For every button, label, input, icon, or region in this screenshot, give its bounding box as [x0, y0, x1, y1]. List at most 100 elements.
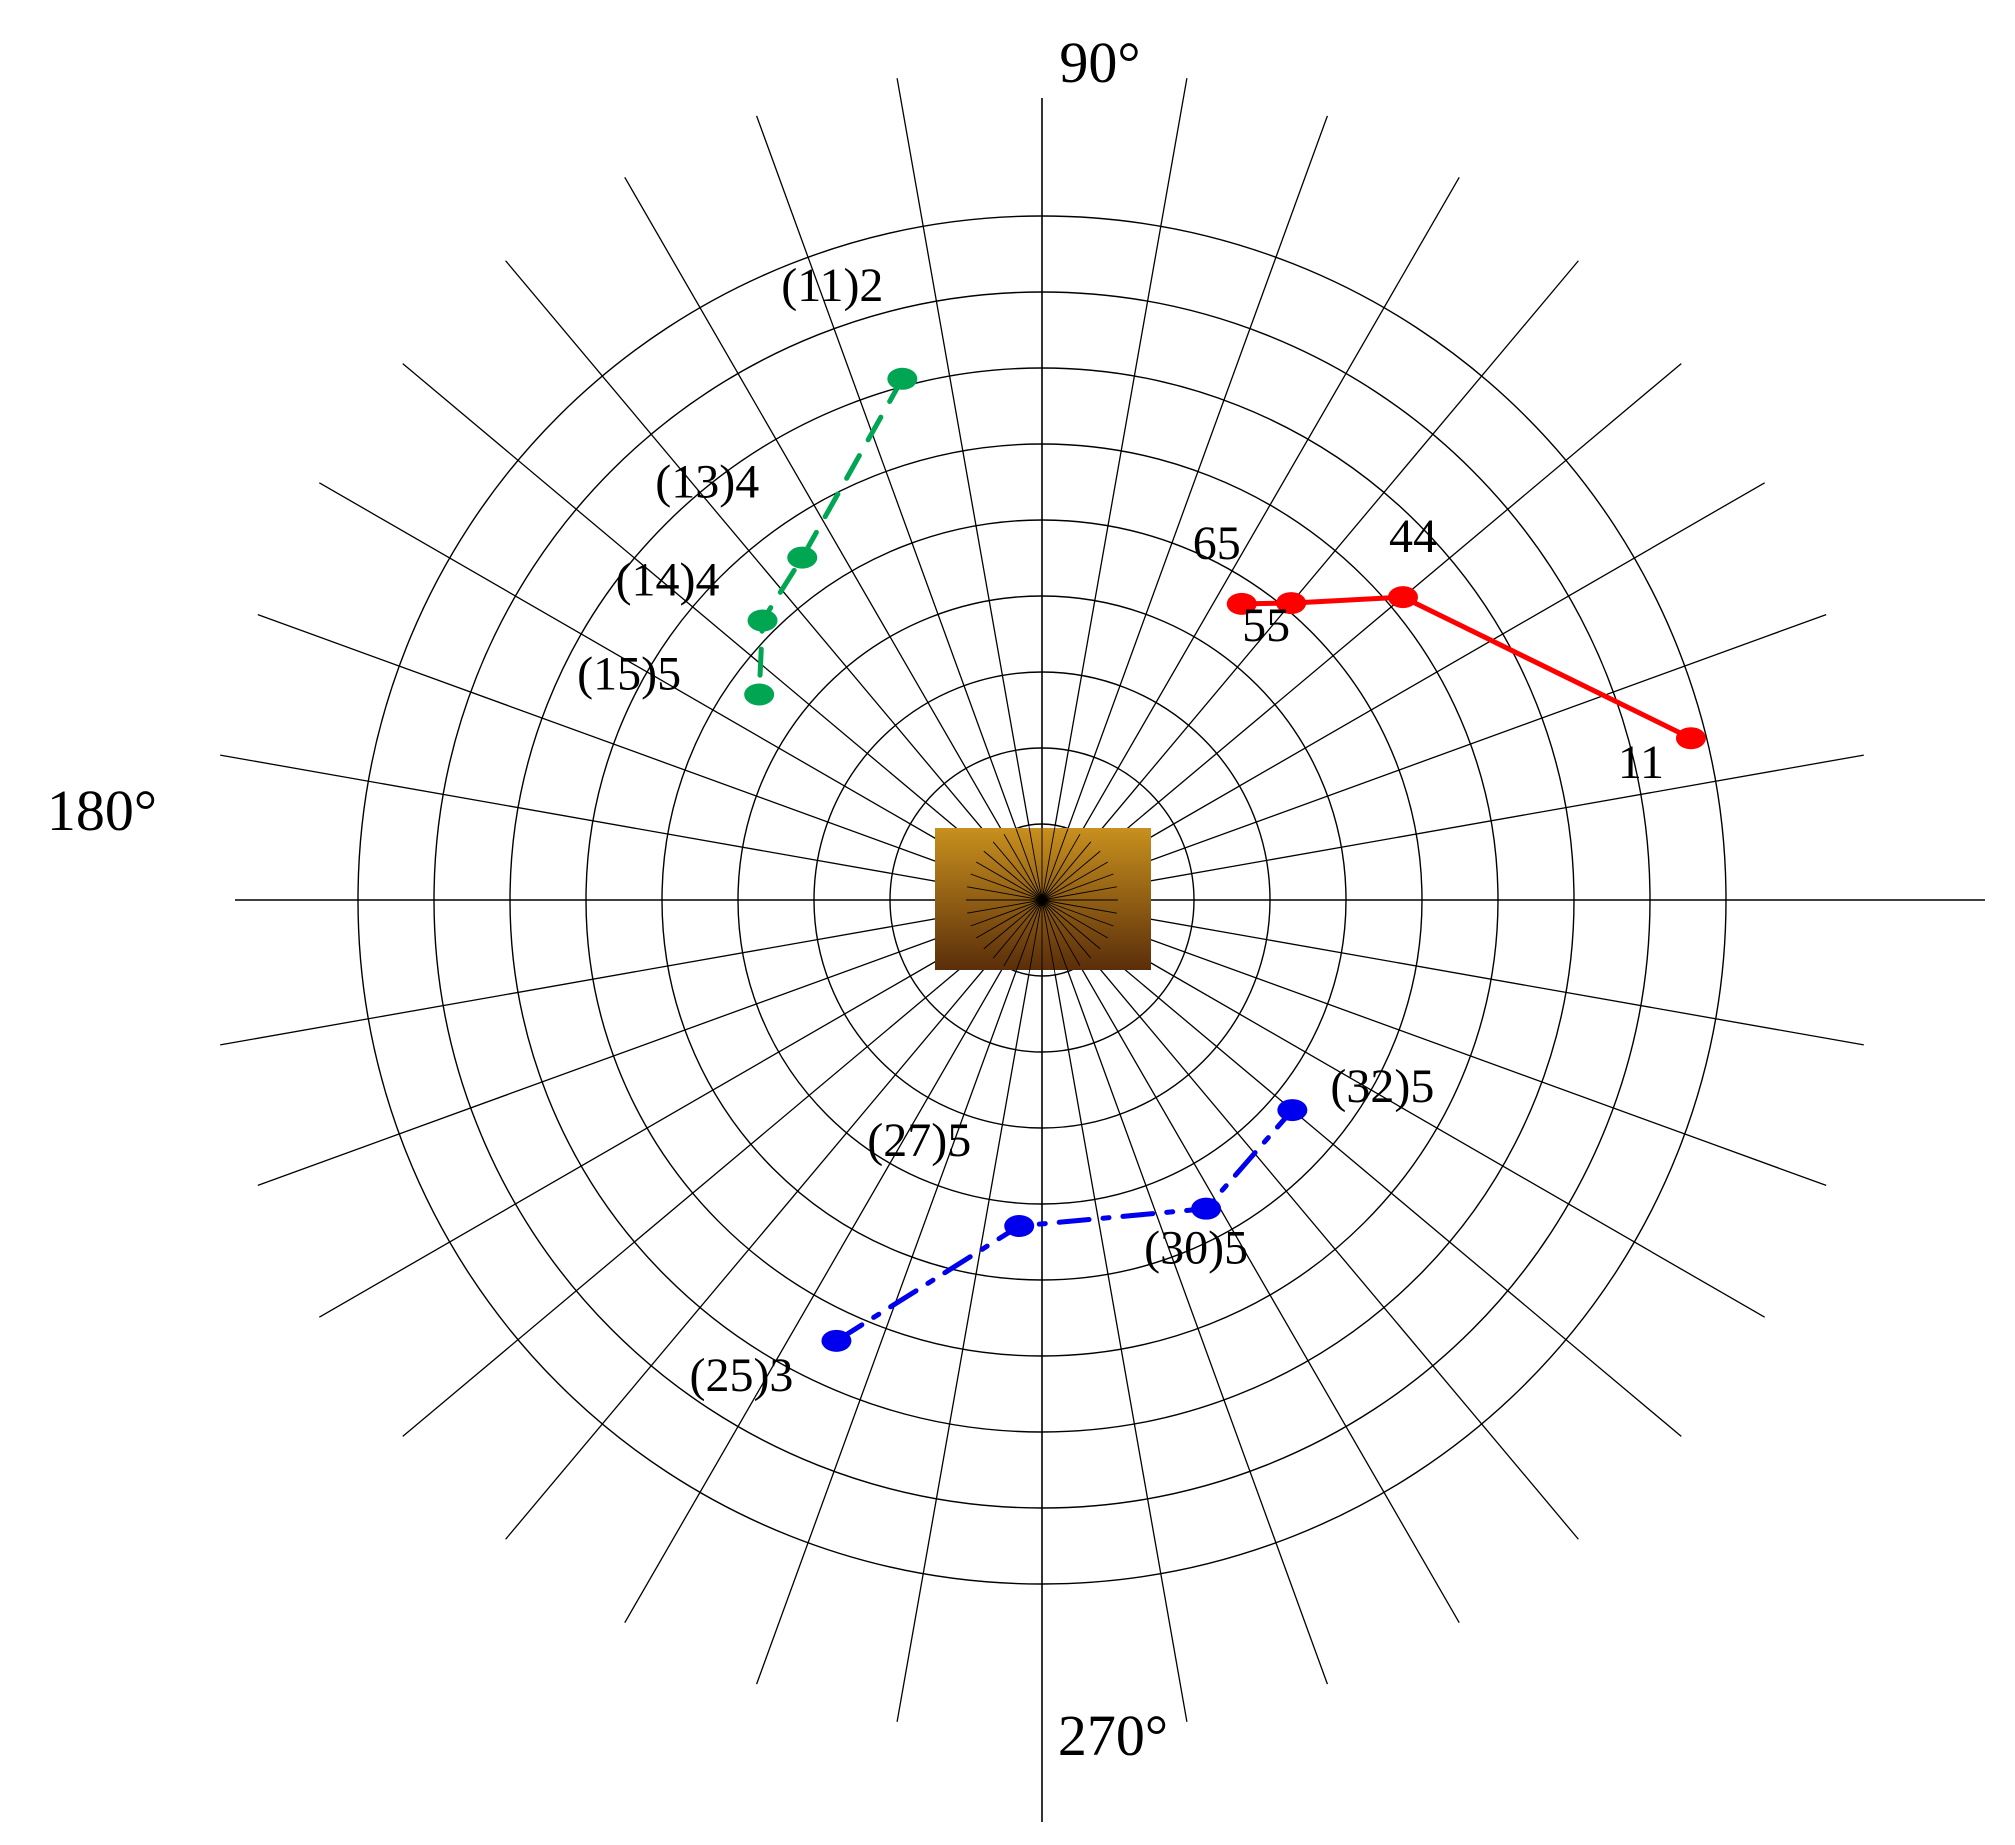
series-1-point-3 — [1276, 592, 1307, 615]
angle-label-270: 270° — [1058, 1703, 1168, 1768]
grid-spoke-200 — [257, 925, 971, 1187]
point-label-3-3: (30)5 — [1144, 1222, 1248, 1275]
grid-spoke-70 — [1067, 115, 1329, 829]
grid-spoke-320 — [1099, 948, 1682, 1437]
center-spoke-70 — [1041, 828, 1069, 901]
center-spoke-140 — [983, 850, 1043, 901]
center-spoke-10 — [1041, 886, 1117, 901]
point-label-1-3: 55 — [1242, 599, 1290, 652]
series-3-line — [833, 1107, 1295, 1344]
series-2-point-2 — [787, 546, 818, 569]
grid-spoke-50 — [1090, 260, 1579, 843]
center-spoke-330 — [1041, 899, 1109, 939]
point-label-1-4: 65 — [1193, 517, 1241, 570]
center-spoke-160 — [970, 873, 1043, 901]
center-spoke-170 — [967, 886, 1043, 901]
point-label-1-1: 11 — [1618, 736, 1664, 789]
center-spoke-100 — [1028, 825, 1043, 901]
center-spoke-210 — [975, 899, 1043, 939]
point-label-2-3: (14)4 — [616, 554, 720, 607]
grid-spoke-140 — [402, 363, 985, 852]
series-2-point-1 — [887, 367, 918, 390]
series-2-line — [756, 376, 905, 698]
center-spoke-240 — [1003, 899, 1043, 967]
point-label-2-1: (11)2 — [781, 259, 883, 312]
grid-spoke-350 — [1116, 912, 1864, 1046]
grid-spoke-160 — [257, 613, 971, 875]
center-spoke-130 — [992, 841, 1043, 901]
point-label-2-2: (13)4 — [655, 456, 759, 509]
center-spoke-60 — [1041, 833, 1081, 901]
grid-spoke-30 — [1107, 482, 1766, 863]
center-spoke-50 — [1041, 841, 1092, 901]
center-spoke-190 — [967, 899, 1043, 914]
point-label-3-4: (32)5 — [1330, 1060, 1434, 1113]
grid-spoke-10 — [1116, 754, 1864, 888]
polar-grid — [220, 78, 1985, 1822]
grid-spoke-130 — [505, 260, 994, 843]
center-spoke-300 — [1041, 899, 1081, 967]
center-spoke-250 — [1015, 899, 1043, 972]
center-spoke-20 — [1041, 873, 1114, 901]
series-2 — [744, 367, 918, 706]
grid-spoke-280 — [1054, 974, 1188, 1722]
series-3-point-4 — [1277, 1099, 1308, 1122]
grid-spoke-60 — [1079, 176, 1460, 835]
series-3-point-2 — [1004, 1215, 1035, 1238]
center-spoke-220 — [983, 899, 1043, 950]
center-spoke-110 — [1015, 828, 1043, 901]
data-series — [744, 367, 1706, 1352]
grid-spoke-240 — [624, 965, 1005, 1624]
grid-spoke-250 — [755, 971, 1017, 1685]
point-label-1-2: 44 — [1389, 510, 1437, 563]
center-spoke-310 — [1041, 899, 1092, 959]
center-spoke-280 — [1041, 899, 1056, 975]
center-spoke-120 — [1003, 833, 1043, 901]
grid-spoke-20 — [1113, 613, 1827, 875]
center-spoke-150 — [975, 861, 1043, 901]
center-spoke-200 — [970, 899, 1043, 927]
center-spoke-40 — [1041, 850, 1101, 901]
center-spoke-260 — [1028, 899, 1043, 975]
grid-spoke-210 — [318, 937, 977, 1318]
grid-spoke-300 — [1079, 965, 1460, 1624]
point-label-2-4: (15)5 — [577, 648, 681, 701]
series-3-point-1 — [821, 1329, 852, 1352]
grid-spoke-40 — [1099, 363, 1682, 852]
grid-spoke-290 — [1067, 971, 1329, 1685]
center-spoke-340 — [1041, 899, 1114, 927]
center-spoke-230 — [992, 899, 1043, 959]
angle-axis-labels: 90° 180° 270° — [47, 30, 1168, 1768]
grid-spoke-340 — [1113, 925, 1827, 1187]
grid-spoke-310 — [1090, 957, 1579, 1540]
grid-spoke-120 — [624, 176, 1005, 835]
series-1-line — [1239, 594, 1694, 741]
grid-spoke-190 — [220, 912, 968, 1046]
series-1-point-1 — [1675, 727, 1706, 750]
center-spoke-30 — [1041, 861, 1109, 901]
center-spoke-350 — [1041, 899, 1117, 914]
grid-spoke-330 — [1107, 937, 1766, 1318]
grid-spoke-230 — [505, 957, 994, 1540]
grid-spoke-80 — [1054, 78, 1188, 826]
angle-label-90: 90° — [1059, 30, 1140, 95]
series-1 — [1226, 586, 1706, 750]
series-3-point-3 — [1191, 1197, 1222, 1220]
grid-spoke-220 — [402, 948, 985, 1437]
point-label-3-1: (25)3 — [689, 1349, 793, 1402]
center-spoke-320 — [1041, 899, 1101, 950]
grid-spoke-150 — [318, 482, 977, 863]
point-label-3-2: (27)5 — [867, 1114, 971, 1167]
series-2-point-3 — [747, 609, 778, 632]
grid-spoke-170 — [220, 754, 968, 888]
center-spokes — [966, 824, 1118, 976]
series-1-point-2 — [1387, 586, 1418, 609]
grid-spoke-110 — [755, 115, 1017, 829]
series-1-point-4 — [1226, 592, 1257, 615]
center-spoke-80 — [1041, 825, 1056, 901]
grid-spoke-100 — [896, 78, 1030, 826]
grid-spoke-260 — [896, 974, 1030, 1722]
